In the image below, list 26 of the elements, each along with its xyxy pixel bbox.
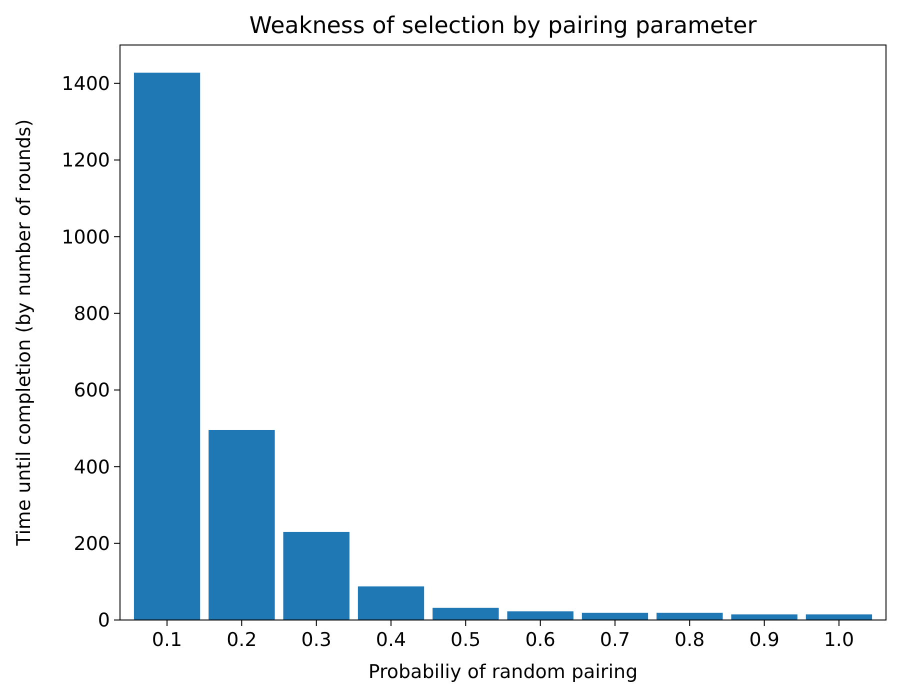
y-tick-label: 1000 [62,226,110,248]
x-tick-label: 0.4 [376,629,406,651]
y-tick-label: 600 [74,380,110,402]
x-tick-label: 0.3 [301,629,332,651]
x-axis-title: Probabiliy of random pairing [368,661,638,683]
y-tick-label: 200 [74,532,110,555]
x-tick-label: 1.0 [824,629,854,651]
y-tick-label: 400 [74,456,110,478]
bar [356,585,426,620]
x-tick-label: 0.1 [152,629,182,651]
bar [208,428,276,620]
bar [432,606,500,620]
x-tick-label: 0.5 [450,629,481,651]
x-tick-label: 0.8 [674,629,705,651]
y-tick-label: 1400 [62,72,110,95]
bar [132,72,202,620]
chart-title: Weakness of selection by pairing parameter [249,13,758,39]
x-tick-label: 0.9 [749,629,780,651]
x-tick-label: 0.7 [600,629,630,651]
x-tick-label: 0.2 [226,629,257,651]
y-tick-label: 0 [98,610,110,632]
y-tick-label: 800 [74,302,110,325]
y-tick-label: 1200 [62,150,110,172]
y-axis-title: Time until completion (by number of rounds) [13,119,35,547]
bar [282,530,350,620]
x-tick-label: 0.6 [525,629,556,651]
